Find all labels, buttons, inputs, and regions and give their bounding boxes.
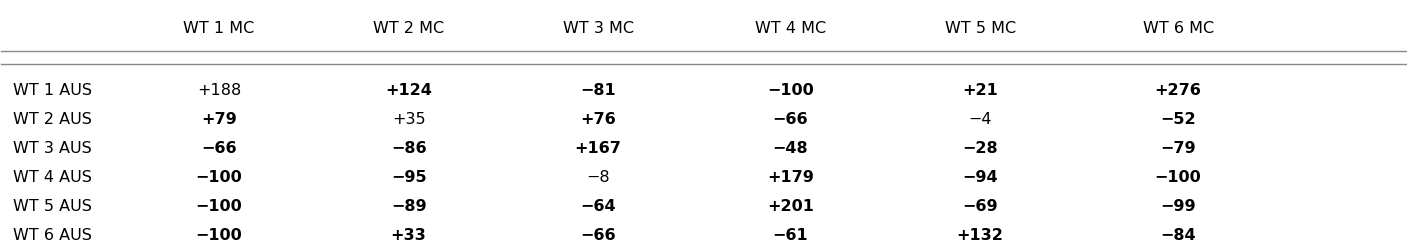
Text: −64: −64	[580, 199, 616, 214]
Text: −48: −48	[772, 141, 809, 156]
Text: WT 3 AUS: WT 3 AUS	[13, 141, 91, 156]
Text: +76: +76	[580, 112, 616, 127]
Text: −100: −100	[196, 170, 242, 185]
Text: −66: −66	[201, 141, 236, 156]
Text: +21: +21	[962, 83, 998, 98]
Text: −66: −66	[580, 228, 616, 242]
Text: −28: −28	[962, 141, 998, 156]
Text: +276: +276	[1155, 83, 1202, 98]
Text: −4: −4	[968, 112, 992, 127]
Text: +79: +79	[201, 112, 236, 127]
Text: −99: −99	[1161, 199, 1196, 214]
Text: −79: −79	[1161, 141, 1196, 156]
Text: +33: +33	[391, 228, 426, 242]
Text: +188: +188	[197, 83, 241, 98]
Text: +124: +124	[386, 83, 432, 98]
Text: +179: +179	[767, 170, 815, 185]
Text: WT 1 AUS: WT 1 AUS	[13, 83, 91, 98]
Text: +167: +167	[574, 141, 622, 156]
Text: −61: −61	[772, 228, 809, 242]
Text: WT 2 MC: WT 2 MC	[373, 21, 445, 36]
Text: WT 4 AUS: WT 4 AUS	[13, 170, 91, 185]
Text: WT 6 MC: WT 6 MC	[1142, 21, 1214, 36]
Text: −69: −69	[962, 199, 998, 214]
Text: WT 6 AUS: WT 6 AUS	[13, 228, 91, 242]
Text: WT 5 MC: WT 5 MC	[944, 21, 1016, 36]
Text: −94: −94	[962, 170, 998, 185]
Text: WT 3 MC: WT 3 MC	[563, 21, 633, 36]
Text: −100: −100	[196, 199, 242, 214]
Text: −89: −89	[391, 199, 426, 214]
Text: −84: −84	[1161, 228, 1196, 242]
Text: +132: +132	[957, 228, 1003, 242]
Text: WT 5 AUS: WT 5 AUS	[13, 199, 91, 214]
Text: −8: −8	[587, 170, 611, 185]
Text: −100: −100	[1155, 170, 1202, 185]
Text: −66: −66	[772, 112, 809, 127]
Text: −100: −100	[196, 228, 242, 242]
Text: −95: −95	[391, 170, 426, 185]
Text: WT 1 MC: WT 1 MC	[183, 21, 255, 36]
Text: −52: −52	[1161, 112, 1196, 127]
Text: −100: −100	[767, 83, 813, 98]
Text: WT 2 AUS: WT 2 AUS	[13, 112, 91, 127]
Text: +35: +35	[391, 112, 425, 127]
Text: +201: +201	[767, 199, 815, 214]
Text: −81: −81	[580, 83, 616, 98]
Text: −86: −86	[391, 141, 426, 156]
Text: WT 4 MC: WT 4 MC	[756, 21, 826, 36]
